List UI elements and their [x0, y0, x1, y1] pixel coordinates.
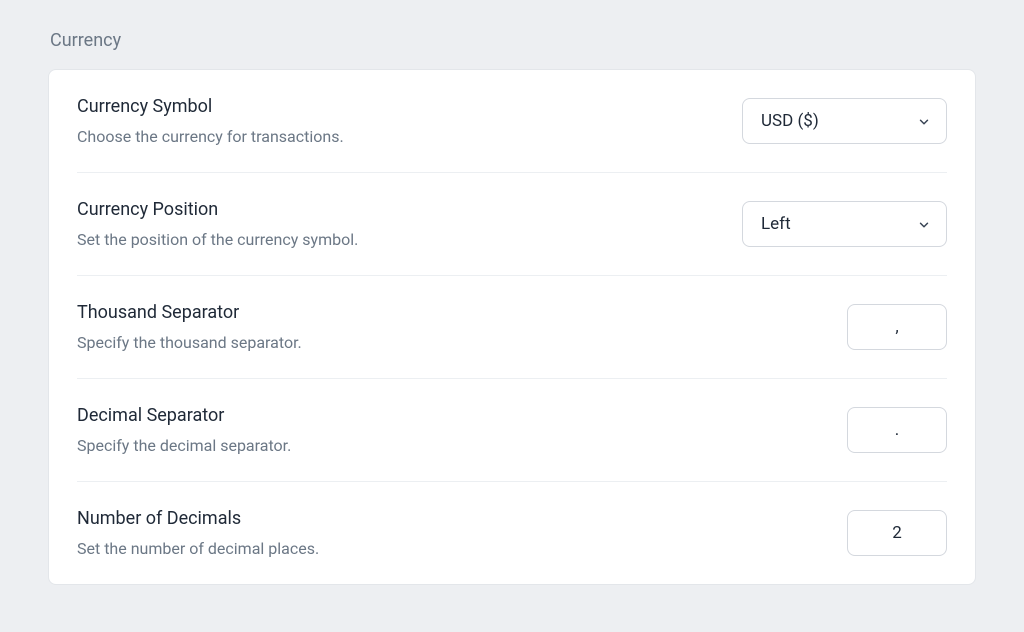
- row-text: Currency Symbol Choose the currency for …: [77, 96, 344, 146]
- currency-position-desc: Set the position of the currency symbol.: [77, 230, 358, 249]
- section-title: Currency: [50, 30, 976, 51]
- decimal-separator-input[interactable]: [847, 407, 947, 453]
- thousand-separator-desc: Specify the thousand separator.: [77, 333, 302, 352]
- num-decimals-input[interactable]: [847, 510, 947, 556]
- decimal-separator-label: Decimal Separator: [77, 405, 291, 426]
- row-currency-symbol: Currency Symbol Choose the currency for …: [77, 70, 947, 173]
- currency-symbol-select[interactable]: USD ($): [742, 98, 947, 144]
- currency-position-select[interactable]: Left: [742, 201, 947, 247]
- row-text: Thousand Separator Specify the thousand …: [77, 302, 302, 352]
- currency-symbol-desc: Choose the currency for transactions.: [77, 127, 344, 146]
- currency-settings-card: Currency Symbol Choose the currency for …: [48, 69, 976, 585]
- currency-symbol-select-wrap: USD ($): [742, 98, 947, 144]
- num-decimals-desc: Set the number of decimal places.: [77, 539, 319, 558]
- thousand-separator-input[interactable]: [847, 304, 947, 350]
- thousand-separator-label: Thousand Separator: [77, 302, 302, 323]
- row-decimal-separator: Decimal Separator Specify the decimal se…: [77, 379, 947, 482]
- currency-position-label: Currency Position: [77, 199, 358, 220]
- row-text: Decimal Separator Specify the decimal se…: [77, 405, 291, 455]
- row-thousand-separator: Thousand Separator Specify the thousand …: [77, 276, 947, 379]
- row-text: Number of Decimals Set the number of dec…: [77, 508, 319, 558]
- currency-symbol-label: Currency Symbol: [77, 96, 344, 117]
- row-currency-position: Currency Position Set the position of th…: [77, 173, 947, 276]
- row-text: Currency Position Set the position of th…: [77, 199, 358, 249]
- currency-position-select-wrap: Left: [742, 201, 947, 247]
- row-num-decimals: Number of Decimals Set the number of dec…: [77, 482, 947, 584]
- decimal-separator-desc: Specify the decimal separator.: [77, 436, 291, 455]
- num-decimals-label: Number of Decimals: [77, 508, 319, 529]
